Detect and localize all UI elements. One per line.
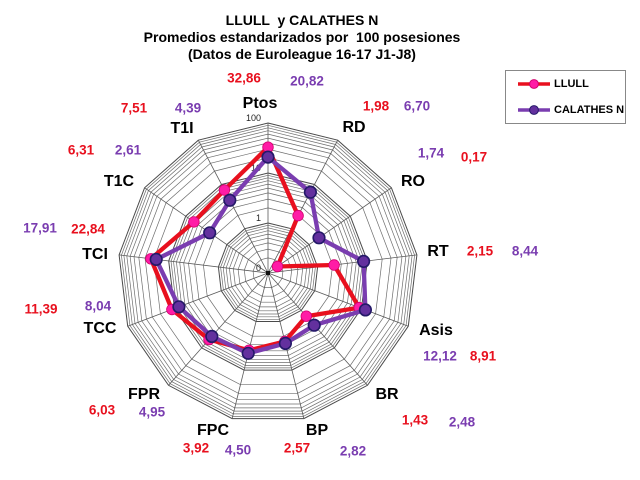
data-point-calathes-n-TCC [172, 300, 186, 314]
grid-ring [188, 192, 348, 352]
grid-spoke [267, 272, 409, 327]
grid-ring [237, 242, 299, 303]
data-point-calathes-n-BR [307, 318, 321, 332]
grid-spoke [267, 187, 392, 274]
grid-ring [138, 142, 398, 400]
grid-ring-major [168, 172, 368, 371]
data-point-llull-RD [292, 209, 304, 222]
grid-ring [153, 157, 383, 386]
grid-ring [121, 124, 415, 417]
data-point-llull-RO [271, 260, 284, 273]
data-point-llull-T1C [188, 216, 200, 228]
grid-ring [129, 133, 407, 409]
legend: LLULL CALATHES N [505, 70, 626, 124]
grid-ring [179, 183, 357, 360]
data-point-llull-BR [300, 310, 313, 322]
series-line-calathes-n [154, 154, 368, 356]
axis-tick-0: 0 [256, 263, 261, 273]
legend-item-calathes: CALATHES N [516, 104, 625, 116]
legend-swatch-calathes [518, 105, 550, 115]
data-point-calathes-n-TCI [149, 252, 163, 266]
grid-ring [225, 230, 311, 315]
grid-ring [229, 233, 307, 312]
grid-ring [123, 127, 413, 415]
grid-spoke [168, 272, 269, 386]
title-line-1: LLULL y CALATHES N [225, 12, 379, 28]
grid-ring [144, 148, 392, 394]
data-point-calathes-n-FPC [241, 346, 255, 360]
data-point-calathes-n-RO [312, 231, 326, 245]
grid-ring [126, 130, 410, 412]
grid-ring [133, 137, 403, 405]
grid-ring [232, 237, 304, 308]
data-point-calathes-n-Asis [358, 303, 373, 317]
data-point-llull-RT [328, 259, 340, 271]
data-point-calathes-n-RT [357, 254, 371, 268]
grid-ring-major [217, 222, 319, 322]
legend-swatch-llull [518, 79, 550, 89]
series-line-llull [148, 145, 362, 353]
grid-spoke [119, 254, 269, 274]
grid-spoke [267, 254, 417, 274]
legend-item-llull: LLULL [516, 78, 625, 90]
grid-ring [220, 224, 316, 320]
chart-title: LLULL y CALATHES N Promedios estandariza… [0, 12, 604, 63]
title-line-2: Promedios estandarizados por 100 posesio… [143, 29, 461, 45]
data-point-calathes-n-RD [303, 185, 318, 199]
center-point [266, 271, 270, 275]
data-point-calathes-n-BP [278, 336, 293, 351]
grid-ring [243, 248, 293, 297]
grid-ring [222, 227, 314, 318]
data-point-calathes-n-T1I [223, 193, 237, 207]
title-line-3: (Datos de Euroleague 16-17 J1-J8) [188, 46, 416, 62]
grid-spoke [127, 272, 269, 327]
data-point-calathes-n-Ptos [261, 150, 275, 164]
legend-label-calathes: CALATHES N [554, 104, 625, 116]
data-point-llull-T1I [218, 184, 231, 196]
grid-ring-major [118, 122, 418, 420]
data-point-calathes-n-T1C [203, 226, 217, 240]
axis-tick-1: 1 [256, 213, 261, 223]
grid-ring [183, 187, 353, 356]
grid-spoke [267, 140, 339, 274]
grid-ring [170, 174, 366, 369]
legend-label-llull: LLULL [554, 78, 589, 90]
grid-spoke [197, 140, 269, 274]
axis-tick-100: 100 [246, 113, 261, 123]
data-point-calathes-n-FPR [205, 329, 219, 344]
